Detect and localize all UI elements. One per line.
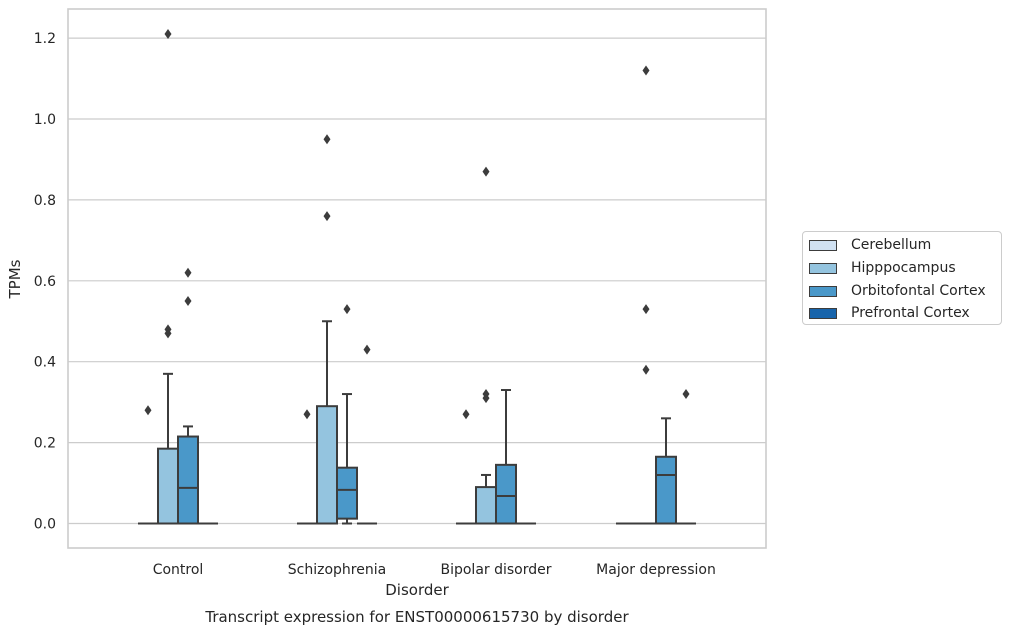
outlier-layer <box>144 29 690 420</box>
outlier-point <box>482 166 490 177</box>
box <box>495 389 517 525</box>
y-tick-label: 0.6 <box>34 274 56 290</box>
box-layer <box>138 320 696 525</box>
y-tick-label: 0.2 <box>34 436 56 452</box>
box <box>475 473 497 525</box>
legend-item-orbitofrontal-cortex: Orbitofontal Cortex <box>809 282 986 300</box>
box <box>316 320 338 525</box>
outlier-point <box>642 65 650 76</box>
outlier-point <box>343 304 351 315</box>
legend-swatch-prefrontal-cortex <box>809 307 837 319</box>
box <box>177 425 199 525</box>
outlier-point <box>184 296 192 307</box>
legend: Cerebellum Hipppocampus Orbitofontal Cor… <box>802 231 1002 325</box>
outlier-point <box>462 409 470 420</box>
outlier-point <box>642 304 650 315</box>
legend-swatch-orbitofrontal-cortex <box>809 285 837 297</box>
x-tick-labels: Control Schizophrenia Bipolar disorder Majo… <box>153 562 716 578</box>
box <box>336 393 358 525</box>
x-tick-label: Control <box>153 562 204 578</box>
outlier-point <box>323 134 331 145</box>
outlier-point <box>303 409 311 420</box>
y-tick-label: 0.0 <box>34 517 56 533</box>
y-tick-label: 1.0 <box>34 112 56 128</box>
box-body <box>157 447 179 525</box>
outlier-point <box>642 364 650 375</box>
outlier-point <box>164 29 172 40</box>
y-tick-labels: 0.0 0.2 0.4 0.6 0.8 1.0 1.2 <box>34 31 56 532</box>
legend-label-orbitofrontal-cortex: Orbitofontal Cortex <box>851 283 986 299</box>
legend-label-hippocampus: Hipppocampus <box>851 260 956 276</box>
y-tick-label: 0.4 <box>34 355 56 371</box>
legend-item-prefrontal-cortex: Prefrontal Cortex <box>809 304 970 322</box>
legend-item-hippocampus: Hipppocampus <box>809 259 956 277</box>
outlier-point <box>144 405 152 416</box>
box-body <box>177 435 199 525</box>
outlier-point <box>184 267 192 278</box>
legend-label-cerebellum: Cerebellum <box>851 237 932 253</box>
outlier-point <box>323 211 331 222</box>
x-tick-label: Major depression <box>596 562 716 578</box>
legend-item-cerebellum: Cerebellum <box>809 236 931 254</box>
outlier-point <box>482 389 490 400</box>
x-axis-title: Disorder <box>385 581 449 599</box>
box-body <box>655 455 677 525</box>
box <box>655 417 677 525</box>
outlier-point <box>363 344 371 355</box>
x-tick-label: Schizophrenia <box>288 562 386 578</box>
outlier-point <box>682 389 690 400</box>
y-tick-label: 0.8 <box>34 193 56 209</box>
x-tick-label: Bipolar disorder <box>440 562 551 578</box>
outlier-point <box>164 324 172 335</box>
legend-swatch-cerebellum <box>809 239 837 251</box>
box <box>157 372 179 525</box>
y-axis-title: TPMs <box>6 259 24 299</box>
box-body <box>495 463 517 525</box>
legend-swatch-hippocampus <box>809 262 837 274</box>
chart-title: Transcript expression for ENST0000061573… <box>204 608 629 626</box>
y-tick-label: 1.2 <box>34 31 56 47</box>
box-body <box>475 486 497 525</box>
plot-frame <box>67 8 767 549</box>
box-body <box>336 466 358 520</box>
legend-label-prefrontal-cortex: Prefrontal Cortex <box>851 305 970 321</box>
box-body <box>316 405 338 525</box>
